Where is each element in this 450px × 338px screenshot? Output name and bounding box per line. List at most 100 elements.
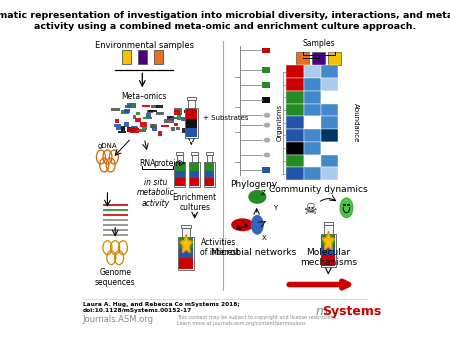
Bar	[286, 66, 304, 78]
Text: Molecular
mechanisms: Molecular mechanisms	[300, 248, 357, 267]
Bar	[188, 100, 195, 108]
Bar	[328, 52, 341, 66]
Bar	[304, 154, 321, 167]
Bar	[185, 109, 197, 119]
Bar	[304, 167, 321, 180]
Bar	[321, 142, 338, 154]
Bar	[147, 110, 153, 113]
Ellipse shape	[264, 152, 270, 158]
Ellipse shape	[264, 138, 270, 143]
Bar	[304, 104, 321, 116]
Bar	[304, 66, 321, 78]
Bar	[133, 115, 136, 119]
Bar	[321, 154, 338, 167]
Bar	[122, 50, 130, 65]
Bar	[174, 110, 180, 115]
Bar	[161, 125, 170, 127]
Bar	[175, 123, 178, 125]
Text: RNA: RNA	[140, 159, 156, 168]
Bar	[185, 108, 198, 138]
Bar	[182, 128, 189, 133]
Bar	[286, 154, 304, 167]
Bar	[156, 112, 164, 116]
Bar	[321, 78, 338, 91]
Bar	[169, 118, 174, 123]
Bar	[139, 129, 146, 132]
Bar	[167, 116, 174, 120]
Bar	[175, 171, 184, 178]
Bar	[320, 234, 336, 267]
Bar	[151, 105, 158, 108]
Bar	[164, 119, 169, 123]
Text: ☠: ☠	[303, 202, 317, 217]
Bar	[130, 128, 139, 133]
Bar	[131, 126, 139, 129]
Bar	[321, 245, 336, 255]
Circle shape	[340, 198, 353, 218]
Bar	[143, 117, 152, 119]
Bar	[117, 127, 125, 130]
Ellipse shape	[264, 123, 270, 128]
Bar	[205, 171, 214, 178]
Bar	[181, 225, 191, 228]
Bar	[175, 163, 184, 171]
Text: A: A	[236, 225, 241, 231]
Bar	[304, 78, 321, 91]
Bar	[324, 222, 333, 225]
Bar	[190, 171, 199, 178]
Text: gDNA: gDNA	[98, 143, 117, 149]
Bar	[146, 114, 151, 118]
Bar	[207, 155, 212, 162]
Bar	[179, 258, 194, 269]
Bar	[190, 163, 199, 171]
Bar	[142, 105, 150, 107]
Bar	[190, 178, 199, 186]
Bar	[286, 116, 304, 129]
Bar	[181, 117, 189, 121]
Bar	[176, 152, 183, 155]
Bar	[304, 142, 321, 154]
Bar	[148, 110, 157, 112]
Bar	[176, 127, 180, 130]
Bar	[296, 52, 309, 66]
Text: Y: Y	[274, 205, 278, 211]
Text: Meta–omics: Meta–omics	[122, 92, 167, 101]
Text: Organisms: Organisms	[277, 104, 283, 141]
Bar	[321, 104, 338, 116]
Bar	[111, 108, 120, 111]
Bar	[177, 115, 181, 120]
Bar	[118, 131, 126, 133]
Bar	[114, 124, 121, 127]
Polygon shape	[322, 232, 334, 250]
Text: Systems: Systems	[322, 305, 381, 318]
Bar	[286, 142, 304, 154]
Bar	[174, 108, 182, 112]
Bar	[321, 235, 336, 245]
Bar	[124, 122, 129, 127]
Bar	[185, 119, 197, 128]
Bar	[185, 122, 191, 126]
Bar	[121, 110, 129, 114]
Text: This content may be subject to copyright and license restrictions.
Learn more at: This content may be subject to copyright…	[176, 315, 338, 326]
Bar	[304, 116, 321, 129]
Bar	[191, 152, 198, 155]
Bar	[140, 122, 147, 127]
Bar	[127, 103, 135, 108]
Text: Environmental samples: Environmental samples	[95, 41, 194, 50]
Bar	[192, 155, 198, 162]
Polygon shape	[180, 235, 193, 253]
Text: protein: protein	[153, 159, 180, 168]
Text: + Substrates: + Substrates	[203, 115, 248, 121]
Bar	[126, 127, 131, 131]
Bar	[179, 248, 194, 258]
Text: in situ
metabolic
activity: in situ metabolic activity	[137, 178, 175, 208]
Bar	[115, 119, 119, 123]
Bar	[130, 104, 136, 107]
Bar	[286, 104, 304, 116]
Bar	[124, 108, 130, 114]
Bar	[206, 152, 213, 155]
Bar	[175, 178, 184, 186]
Bar	[321, 255, 336, 266]
Ellipse shape	[264, 113, 270, 118]
Bar	[304, 129, 321, 142]
